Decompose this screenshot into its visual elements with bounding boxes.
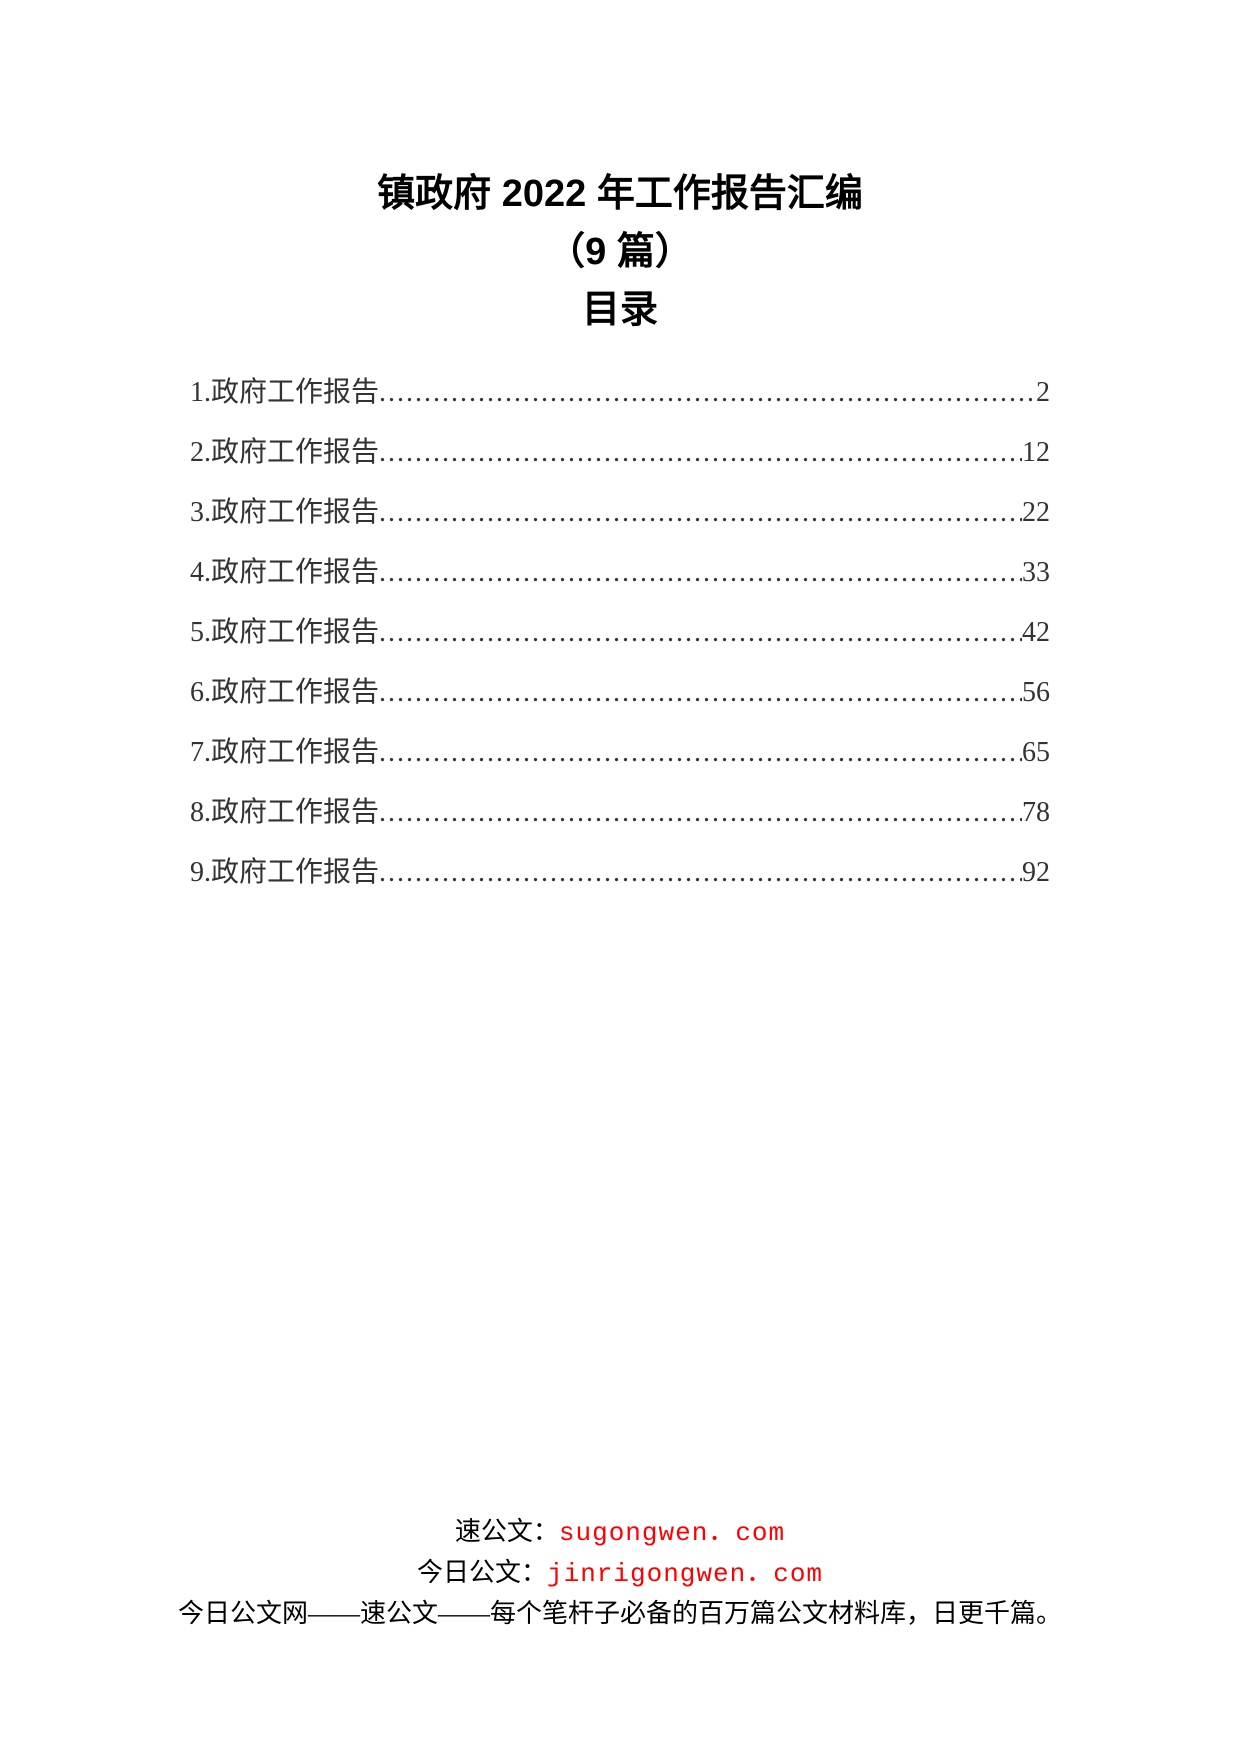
toc-leader: ........................................… xyxy=(379,843,1022,903)
toc-page: 33 xyxy=(1022,543,1050,603)
toc-leader: ........................................… xyxy=(379,603,1022,663)
toc-row: 7.政府工作报告 ...............................… xyxy=(190,723,1050,783)
toc-leader: ........................................… xyxy=(379,723,1022,783)
toc-label: 2.政府工作报告 xyxy=(190,423,379,483)
toc-page: 78 xyxy=(1022,783,1050,843)
toc-leader: ........................................… xyxy=(379,423,1022,483)
toc-row: 6.政府工作报告 ...............................… xyxy=(190,663,1050,723)
toc-page: 65 xyxy=(1022,723,1050,783)
toc-label: 7.政府工作报告 xyxy=(190,723,379,783)
footer-line-1: 速公文：sugongwen．com xyxy=(0,1512,1240,1553)
footer-line-2-link: jinrigongwen．com xyxy=(547,1559,823,1589)
title-block: 镇政府 2022 年工作报告汇编 （9 篇） 目录 xyxy=(0,165,1240,339)
toc-page: 22 xyxy=(1022,483,1050,543)
toc-row: 8.政府工作报告 ...............................… xyxy=(190,783,1050,843)
table-of-contents: 1.政府工作报告 ...............................… xyxy=(190,363,1050,903)
toc-leader: ........................................… xyxy=(379,663,1022,723)
title-line-3: 目录 xyxy=(0,281,1240,339)
toc-label: 3.政府工作报告 xyxy=(190,483,379,543)
toc-leader: ........................................… xyxy=(379,363,1036,423)
title-line-2: （9 篇） xyxy=(0,223,1240,281)
toc-leader: ........................................… xyxy=(379,543,1022,603)
title-line-1: 镇政府 2022 年工作报告汇编 xyxy=(0,165,1240,223)
footer: 速公文：sugongwen．com 今日公文：jinrigongwen．com … xyxy=(0,1512,1240,1634)
toc-label: 5.政府工作报告 xyxy=(190,603,379,663)
toc-page: 92 xyxy=(1022,843,1050,903)
toc-page: 2 xyxy=(1036,363,1050,423)
footer-line-2-prefix: 今日公文： xyxy=(417,1558,547,1587)
toc-label: 8.政府工作报告 xyxy=(190,783,379,843)
footer-line-2: 今日公文：jinrigongwen．com xyxy=(0,1553,1240,1594)
toc-leader: ........................................… xyxy=(379,783,1022,843)
toc-row: 9.政府工作报告 ...............................… xyxy=(190,843,1050,903)
toc-label: 4.政府工作报告 xyxy=(190,543,379,603)
footer-line-1-link: sugongwen．com xyxy=(559,1518,785,1548)
toc-label: 9.政府工作报告 xyxy=(190,843,379,903)
toc-row: 1.政府工作报告 ...............................… xyxy=(190,363,1050,423)
toc-row: 5.政府工作报告 ...............................… xyxy=(190,603,1050,663)
toc-label: 6.政府工作报告 xyxy=(190,663,379,723)
toc-page: 42 xyxy=(1022,603,1050,663)
footer-line-1-prefix: 速公文： xyxy=(455,1517,559,1546)
toc-row: 2.政府工作报告 ...............................… xyxy=(190,423,1050,483)
toc-row: 4.政府工作报告 ...............................… xyxy=(190,543,1050,603)
toc-page: 56 xyxy=(1022,663,1050,723)
toc-row: 3.政府工作报告 ...............................… xyxy=(190,483,1050,543)
footer-line-3: 今日公文网——速公文——每个笔杆子必备的百万篇公文材料库，日更千篇。 xyxy=(0,1594,1240,1634)
toc-label: 1.政府工作报告 xyxy=(190,363,379,423)
toc-leader: ........................................… xyxy=(379,483,1022,543)
toc-page: 12 xyxy=(1022,423,1050,483)
